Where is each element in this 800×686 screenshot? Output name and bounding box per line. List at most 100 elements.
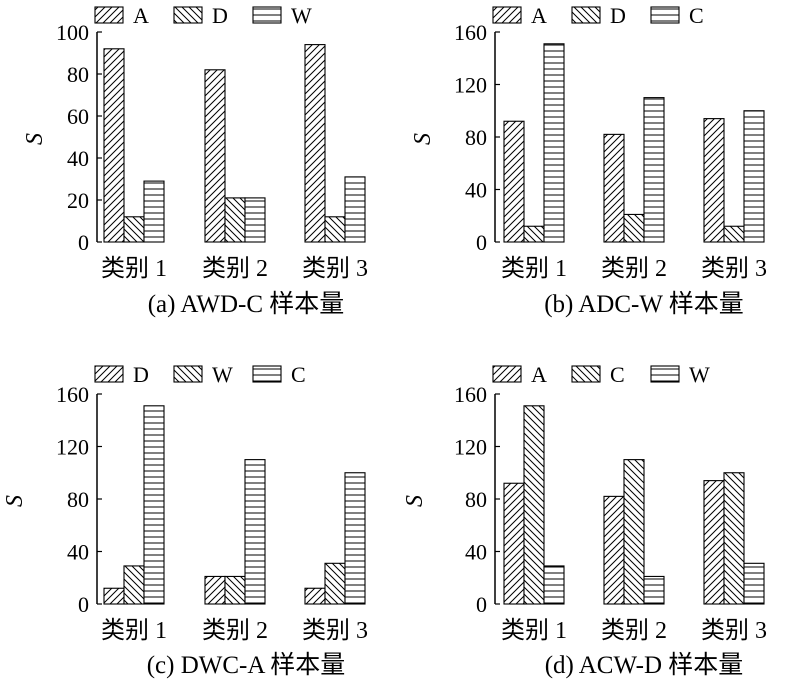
y-axis-title: S (2, 495, 28, 507)
y-tick-label: 160 (454, 20, 487, 45)
bar-D-1 (103, 587, 125, 605)
bar-D-3 (304, 587, 326, 605)
bar-W-3 (324, 562, 346, 605)
bar-W-1 (123, 565, 145, 605)
legend-swatch (571, 6, 601, 24)
y-tick-label: 0 (78, 230, 89, 255)
bar-C-2 (623, 459, 645, 605)
legend-label: D (133, 362, 149, 387)
y-tick-label: 0 (476, 592, 487, 617)
bar-W-1 (143, 180, 165, 243)
bar-C-1 (143, 405, 165, 605)
y-tick-label: 80 (67, 62, 89, 87)
legend-swatch (173, 6, 203, 24)
x-tick-label: 类别 3 (302, 255, 368, 282)
x-tick-label: 类别 2 (601, 617, 667, 644)
y-axis-title: S (22, 133, 48, 145)
bar-D-2 (204, 575, 226, 605)
y-tick-label: 60 (67, 104, 89, 129)
x-tick-label: 类别 1 (101, 617, 167, 644)
x-tick-label: 类别 2 (202, 617, 268, 644)
y-tick-label: 40 (465, 540, 487, 565)
bar-D-1 (123, 216, 145, 243)
legend-label: D (212, 3, 228, 28)
bar-D-3 (324, 216, 346, 243)
bar-D-2 (224, 197, 246, 243)
y-tick-label: 100 (56, 20, 89, 45)
bar-W-2 (244, 197, 266, 243)
bar-C-3 (344, 472, 366, 605)
chart-panel-1: 0 20 40 60 80 100 S 类别 1 类别 2 类别 3 (a) AWD-C 样本量 A D… (22, 3, 368, 318)
x-tick-label: 类别 3 (701, 617, 767, 644)
legend-swatch (571, 365, 601, 383)
y-tick-label: 80 (465, 125, 487, 150)
chart-panel-4: 0 40 80 120 160 S 类别 1 类别 2 类别 3 (d) ACW-D 样本量 A C W (402, 362, 767, 679)
x-tick-label: 类别 3 (701, 255, 767, 282)
y-axis-title: S (402, 495, 428, 507)
legend-label: W (689, 362, 710, 387)
y-tick-label: 160 (56, 382, 89, 407)
bar-A-2 (603, 133, 625, 243)
y-axis-title: S (410, 133, 436, 145)
bar-D-2 (623, 213, 645, 243)
bar-A-3 (703, 118, 725, 243)
legend-label: D (610, 3, 626, 28)
y-tick-label: 40 (465, 178, 487, 203)
y-tick-label: 160 (454, 382, 487, 407)
bar-W-3 (344, 176, 366, 243)
legend-label: W (291, 3, 312, 28)
legend-label: A (531, 362, 547, 387)
legend-label: C (291, 362, 306, 387)
bar-C-1 (543, 43, 565, 243)
y-tick-label: 120 (454, 73, 487, 98)
panel-caption: (b) ADC-W 样本量 (544, 290, 744, 318)
bar-D-1 (523, 225, 545, 243)
x-tick-label: 类别 2 (202, 255, 268, 282)
legend-label: W (212, 362, 233, 387)
bar-A-2 (603, 495, 625, 605)
bar-C-1 (523, 405, 545, 605)
legend-swatch (94, 365, 124, 383)
bar-A-3 (304, 44, 326, 243)
x-tick-label: 类别 2 (601, 255, 667, 282)
bar-C-2 (643, 97, 665, 243)
legend-label: C (610, 362, 625, 387)
y-tick-label: 120 (56, 435, 89, 460)
legend-swatch (94, 6, 124, 24)
bar-W-2 (224, 575, 246, 605)
y-tick-label: 80 (465, 487, 487, 512)
bar-A-2 (204, 69, 226, 243)
legend-swatch (252, 6, 282, 24)
bar-C-2 (244, 459, 266, 605)
bar-W-2 (643, 575, 665, 605)
x-tick-label: 类别 1 (501, 255, 567, 282)
legend-swatch (492, 6, 522, 24)
chart-panel-3: 0 40 80 120 160 S 类别 1 类别 2 类别 3 (c) DWC-A 样本量 D W C (2, 362, 368, 679)
legend-swatch (650, 6, 680, 24)
legend-swatch (492, 365, 522, 383)
legend-label: A (531, 3, 547, 28)
y-tick-label: 0 (476, 230, 487, 255)
bar-A-3 (703, 480, 725, 605)
panel-caption: (a) AWD-C 样本量 (148, 290, 345, 318)
x-tick-label: 类别 1 (501, 617, 567, 644)
y-tick-label: 20 (67, 188, 89, 213)
bar-W-1 (543, 565, 565, 605)
legend-swatch (173, 365, 203, 383)
y-tick-label: 80 (67, 487, 89, 512)
panel-caption: (c) DWC-A 样本量 (147, 651, 346, 679)
bar-C-3 (723, 472, 745, 605)
y-tick-label: 0 (78, 592, 89, 617)
x-tick-label: 类别 1 (101, 255, 167, 282)
y-tick-label: 40 (67, 540, 89, 565)
bar-A-1 (103, 48, 125, 243)
legend-label: C (689, 3, 704, 28)
panel-caption: (d) ACW-D 样本量 (545, 651, 744, 679)
y-tick-label: 120 (454, 435, 487, 460)
legend-swatch (650, 365, 680, 383)
legend-swatch (252, 365, 282, 383)
y-tick-label: 40 (67, 146, 89, 171)
x-tick-label: 类别 3 (302, 617, 368, 644)
